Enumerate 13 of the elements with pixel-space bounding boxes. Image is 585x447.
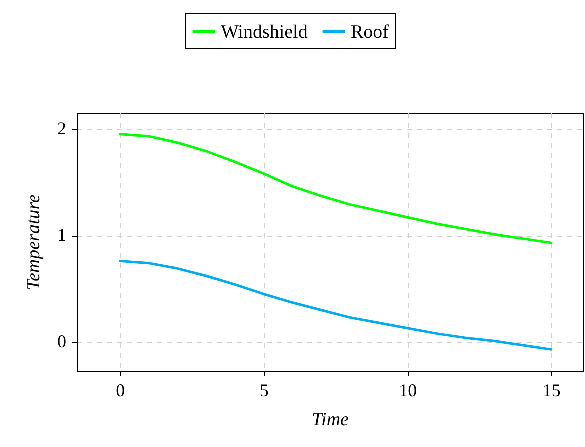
- legend-label: Roof: [351, 22, 390, 43]
- x-tick-label: 5: [260, 380, 269, 400]
- x-tick-label: 0: [116, 380, 126, 400]
- y-axis-title: Temperature: [24, 194, 44, 290]
- x-axis-title: Time: [312, 410, 349, 430]
- y-tick-label: 0: [58, 332, 66, 352]
- y-tick-label: 1: [58, 225, 66, 246]
- legend-label: Windshield: [221, 22, 308, 43]
- y-tick-label: 2: [58, 118, 66, 138]
- line-series: [118, 133, 553, 244]
- x-tick-label: 10: [399, 380, 418, 400]
- x-tick-label: 15: [542, 380, 561, 400]
- line-series: [118, 260, 553, 351]
